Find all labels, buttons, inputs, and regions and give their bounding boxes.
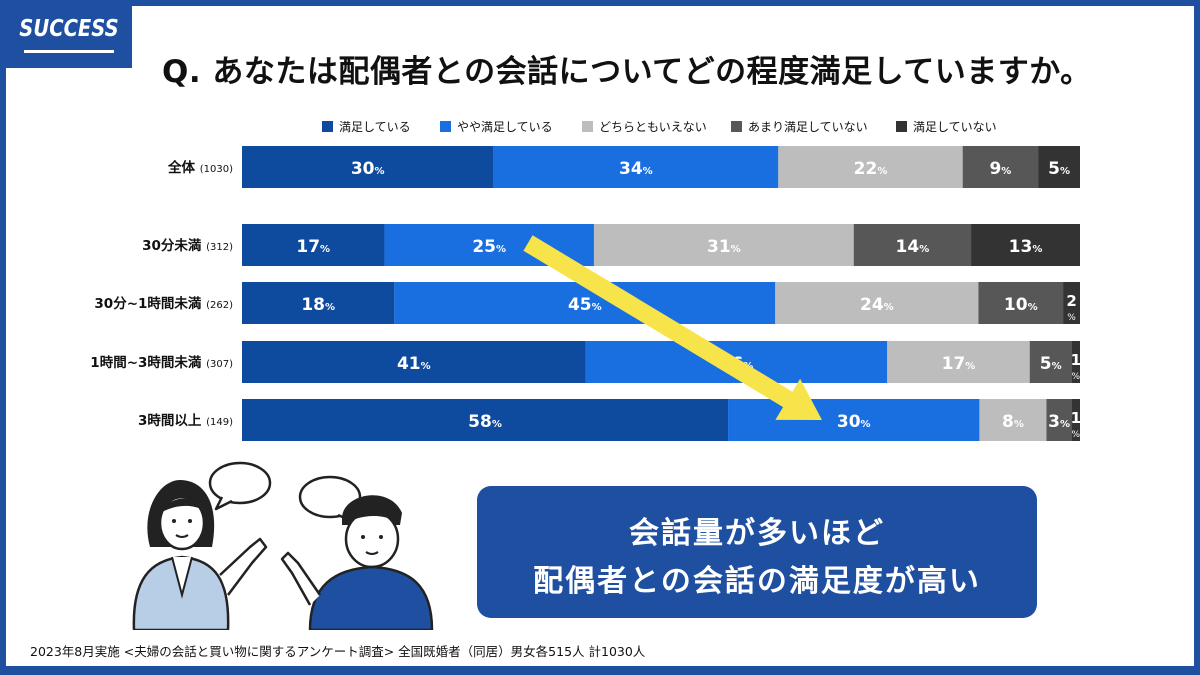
data-label: 41% <box>397 354 431 374</box>
data-label-unit: % <box>1072 430 1081 440</box>
callout-line-2: 配偶者との会話の満足度が高い <box>533 564 981 599</box>
survey-footnote: 2023年8月実施 <夫婦の会話と買い物に関するアンケート調査> 全国既婚者（同… <box>30 644 646 659</box>
data-label: 24% <box>860 295 894 315</box>
data-label: 18% <box>301 295 335 315</box>
data-label: 30% <box>351 159 385 179</box>
category-sample-size: (262) <box>206 300 233 311</box>
legend-swatch <box>322 121 333 132</box>
bar-segment <box>778 146 963 188</box>
bar-segment <box>242 224 385 266</box>
couple-illustration <box>132 461 434 630</box>
legend-swatch <box>440 121 451 132</box>
bar-segment <box>1046 399 1072 441</box>
data-label: 31% <box>707 237 741 257</box>
bar-segment <box>1038 146 1080 188</box>
category-label: 1時間~3時間未満 (307) <box>90 354 233 371</box>
category-name: 1時間~3時間未満 <box>90 354 206 371</box>
category-name: 30分~1時間未満 <box>94 295 206 312</box>
bar-segment <box>728 399 980 441</box>
bar-segment <box>394 282 776 324</box>
data-label: 5% <box>1040 354 1062 374</box>
bar-segment <box>979 399 1047 441</box>
category-label: 30分未満 (312) <box>142 237 233 254</box>
data-label: 45% <box>568 295 602 315</box>
legend-swatch <box>731 121 742 132</box>
data-label: 30% <box>837 412 871 432</box>
category-name: 全体 <box>167 159 200 176</box>
bar-segment <box>1063 282 1080 324</box>
data-label: 58% <box>468 412 502 432</box>
callout-line-1: 会話量が多いほど <box>629 516 885 551</box>
trend-arrow-icon <box>523 235 822 420</box>
category-label: 3時間以上 (149) <box>138 412 233 429</box>
data-label: 8% <box>1002 412 1024 432</box>
category-label: 全体 (1030) <box>167 159 233 176</box>
data-label-unit: % <box>1067 313 1076 323</box>
data-label: 14% <box>896 237 930 257</box>
data-label: 34% <box>619 159 653 179</box>
data-label: 22% <box>854 159 888 179</box>
category-sample-size: (312) <box>206 242 233 253</box>
bar-segment <box>242 146 494 188</box>
data-label: 10% <box>1004 295 1038 315</box>
legend-label: あまり満足していない <box>748 120 868 134</box>
category-sample-size: (307) <box>206 359 233 370</box>
legend-swatch <box>582 121 593 132</box>
legend-swatch <box>896 121 907 132</box>
bar-segment <box>242 282 395 324</box>
logo-underline <box>24 50 114 53</box>
data-label: 2 <box>1066 292 1076 310</box>
data-label: 1 <box>1071 351 1081 369</box>
bar-segment <box>978 282 1064 324</box>
category-name: 30分未満 <box>142 237 206 254</box>
bar-segment <box>971 224 1080 266</box>
bar-segment <box>593 224 854 266</box>
bar-segment <box>1071 399 1080 441</box>
bar-segment <box>242 399 729 441</box>
data-label: 13% <box>1009 237 1043 257</box>
data-label: 3% <box>1048 412 1070 432</box>
data-label: 25% <box>472 237 506 257</box>
data-label: 17% <box>296 237 330 257</box>
brand-logo: SUCCESS <box>6 6 132 68</box>
man-illustration <box>280 495 434 630</box>
logo-text: SUCCESS <box>19 16 119 42</box>
woman-illustration <box>132 480 268 630</box>
data-label: 17% <box>942 354 976 374</box>
bar-segment <box>1071 341 1080 383</box>
data-label: 5% <box>1048 159 1070 179</box>
legend-label: 満足していない <box>913 120 997 134</box>
category-label: 30分~1時間未満 (262) <box>94 295 233 312</box>
bar-segment <box>887 341 1030 383</box>
data-label-unit: % <box>1072 372 1081 382</box>
bar-segment <box>242 341 586 383</box>
category-sample-size: (149) <box>206 417 233 428</box>
conclusion-callout: 会話量が多いほど 配偶者との会話の満足度が高い <box>477 486 1037 618</box>
legend-label: どちらともいえない <box>599 120 707 134</box>
category-name: 3時間以上 <box>138 412 206 429</box>
bar-segment <box>1029 341 1072 383</box>
page-title: Q. あなたは配偶者との会話についてどの程度満足していますか。 <box>162 54 1092 90</box>
legend-label: やや満足している <box>457 120 553 134</box>
data-label: 9% <box>989 159 1011 179</box>
speech-bubble-icon <box>208 461 272 511</box>
data-label: 1 <box>1071 409 1081 427</box>
category-sample-size: (1030) <box>200 164 233 175</box>
bar-segment <box>493 146 779 188</box>
bar-segment <box>962 146 1039 188</box>
bar-segment <box>853 224 972 266</box>
legend-label: 満足している <box>339 120 411 134</box>
bar-segment <box>775 282 979 324</box>
